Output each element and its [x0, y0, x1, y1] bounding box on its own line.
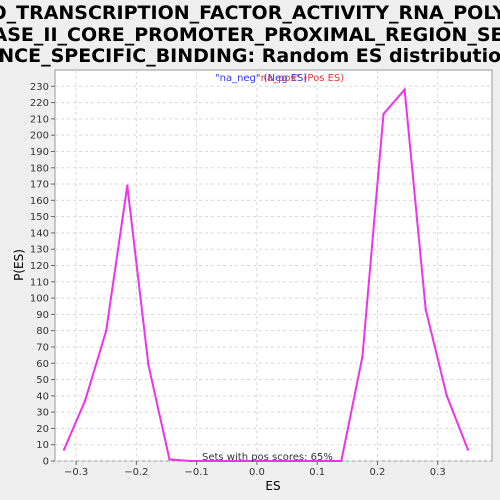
- y-tick-label: 20: [36, 424, 49, 435]
- grid-layer: [55, 70, 492, 462]
- y-tick-label: 90: [36, 310, 49, 321]
- y-tick-label: 180: [30, 163, 49, 174]
- data-point: [105, 329, 108, 332]
- data-point: [147, 363, 150, 367]
- y-tick-label: 130: [30, 245, 49, 256]
- y-tick-label: 220: [30, 98, 49, 109]
- data-point: [382, 112, 385, 116]
- x-tick-label: −0.2: [124, 467, 148, 478]
- data-point: [255, 459, 259, 463]
- y-tick-label: 230: [30, 82, 49, 93]
- chart-title-line-2: ERASE_II_CORE_PROMOTER_PROXIMAL_REGION_S…: [0, 24, 500, 46]
- data-point: [62, 448, 66, 451]
- x-tick-label: 0.1: [309, 467, 325, 478]
- y-tick-label: 10: [36, 440, 49, 451]
- data-point: [210, 459, 213, 463]
- data-point: [340, 459, 343, 463]
- y-tick-label: 150: [30, 212, 49, 223]
- pos-scores-annotation: Sets with pos scores: 65%: [202, 452, 333, 463]
- data-point: [231, 459, 235, 463]
- x-tick-label: 0.2: [370, 467, 386, 478]
- data-point: [168, 458, 171, 461]
- data-point: [424, 308, 427, 311]
- data-point: [126, 184, 129, 187]
- data-point: [189, 459, 192, 463]
- y-tick-label: 70: [36, 342, 49, 353]
- y-tick-label: 210: [30, 114, 49, 125]
- x-axis-label: ES: [265, 479, 280, 493]
- data-point: [361, 355, 364, 358]
- y-tick-label: 0: [43, 457, 49, 468]
- y-tick-label: 50: [36, 375, 49, 386]
- x-tick-label: −0.1: [184, 467, 208, 478]
- y-tick-label: 40: [36, 391, 49, 402]
- data-point: [319, 459, 322, 463]
- y-tick-label: 120: [30, 261, 49, 272]
- data-point: [466, 448, 470, 451]
- legend-entry-pos: "na_pos" (Pos ES): [256, 73, 344, 84]
- data-point: [83, 399, 87, 402]
- y-tick-label: 30: [36, 408, 49, 419]
- series-layer: [62, 87, 470, 463]
- y-tick-label: 160: [30, 196, 49, 207]
- data-point: [297, 459, 301, 463]
- y-axis-label: P(ES): [12, 249, 26, 281]
- data-point: [445, 394, 448, 398]
- x-tick-label: −0.3: [64, 467, 88, 478]
- y-tick-label: 80: [36, 326, 49, 337]
- chart-title-line-1: GO_TRANSCRIPTION_FACTOR_ACTIVITY_RNA_POL…: [0, 2, 500, 24]
- y-tick-label: 190: [30, 147, 49, 158]
- data-point: [279, 459, 283, 463]
- y-tick-label: 110: [30, 277, 49, 288]
- y-tick-label: 200: [30, 131, 49, 142]
- y-tick-label: 140: [30, 228, 49, 239]
- x-tick-label: 0.3: [430, 467, 446, 478]
- es-distribution-line: [63, 87, 469, 462]
- legend-entry-neg: "na_neg" (Neg ES): [215, 73, 307, 84]
- y-tick-label: 170: [30, 180, 49, 191]
- y-axis: 0 10 20 30 40 50 60 70 80 90 100 110 120 130 140 150 160…: [30, 82, 55, 468]
- y-tick-label: 60: [36, 359, 49, 370]
- x-tick-label: 0.0: [249, 467, 265, 478]
- x-axis: −0.3 −0.2 −0.1 0.0 0.1 0.2 0.3: [64, 461, 446, 478]
- data-point: [403, 88, 406, 91]
- y-tick-label: 100: [30, 294, 49, 305]
- chart-title-line-3: ENCE_SPECIFIC_BINDING: Random ES distrib…: [0, 45, 500, 67]
